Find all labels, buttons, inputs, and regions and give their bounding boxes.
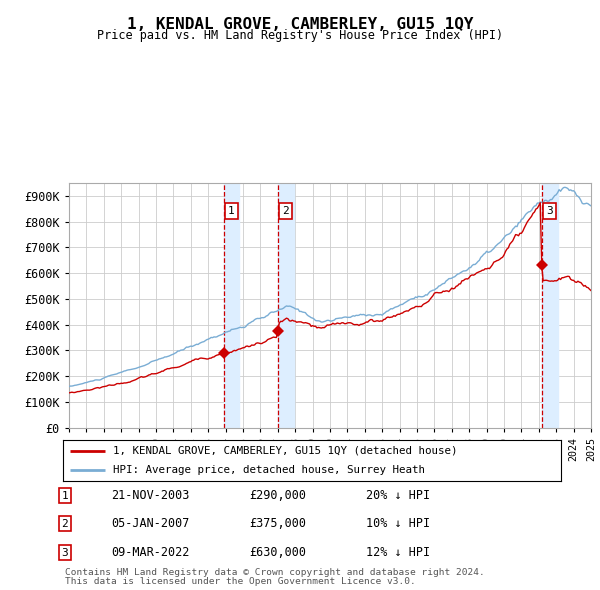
Text: Price paid vs. HM Land Registry's House Price Index (HPI): Price paid vs. HM Land Registry's House … [97, 30, 503, 42]
Text: 12% ↓ HPI: 12% ↓ HPI [366, 546, 430, 559]
Text: This data is licensed under the Open Government Licence v3.0.: This data is licensed under the Open Gov… [65, 578, 416, 586]
Text: 20% ↓ HPI: 20% ↓ HPI [366, 489, 430, 502]
Text: £375,000: £375,000 [249, 517, 306, 530]
Text: 1, KENDAL GROVE, CAMBERLEY, GU15 1QY: 1, KENDAL GROVE, CAMBERLEY, GU15 1QY [127, 17, 473, 31]
Bar [278, 183, 294, 428]
Text: 3: 3 [61, 548, 68, 558]
Text: 09-MAR-2022: 09-MAR-2022 [111, 546, 190, 559]
Text: £630,000: £630,000 [249, 546, 306, 559]
Bar [224, 183, 239, 428]
Text: 2: 2 [61, 519, 68, 529]
Text: £290,000: £290,000 [249, 489, 306, 502]
Text: 1, KENDAL GROVE, CAMBERLEY, GU15 1QY (detached house): 1, KENDAL GROVE, CAMBERLEY, GU15 1QY (de… [113, 445, 457, 455]
Text: 3: 3 [547, 206, 553, 217]
Text: 10% ↓ HPI: 10% ↓ HPI [366, 517, 430, 530]
Text: 21-NOV-2003: 21-NOV-2003 [111, 489, 190, 502]
Bar [542, 183, 558, 428]
Text: 1: 1 [61, 491, 68, 500]
Text: 05-JAN-2007: 05-JAN-2007 [111, 517, 190, 530]
Text: Contains HM Land Registry data © Crown copyright and database right 2024.: Contains HM Land Registry data © Crown c… [65, 568, 485, 577]
Text: 1: 1 [228, 206, 235, 217]
Text: HPI: Average price, detached house, Surrey Heath: HPI: Average price, detached house, Surr… [113, 465, 425, 475]
Text: 2: 2 [283, 206, 289, 217]
